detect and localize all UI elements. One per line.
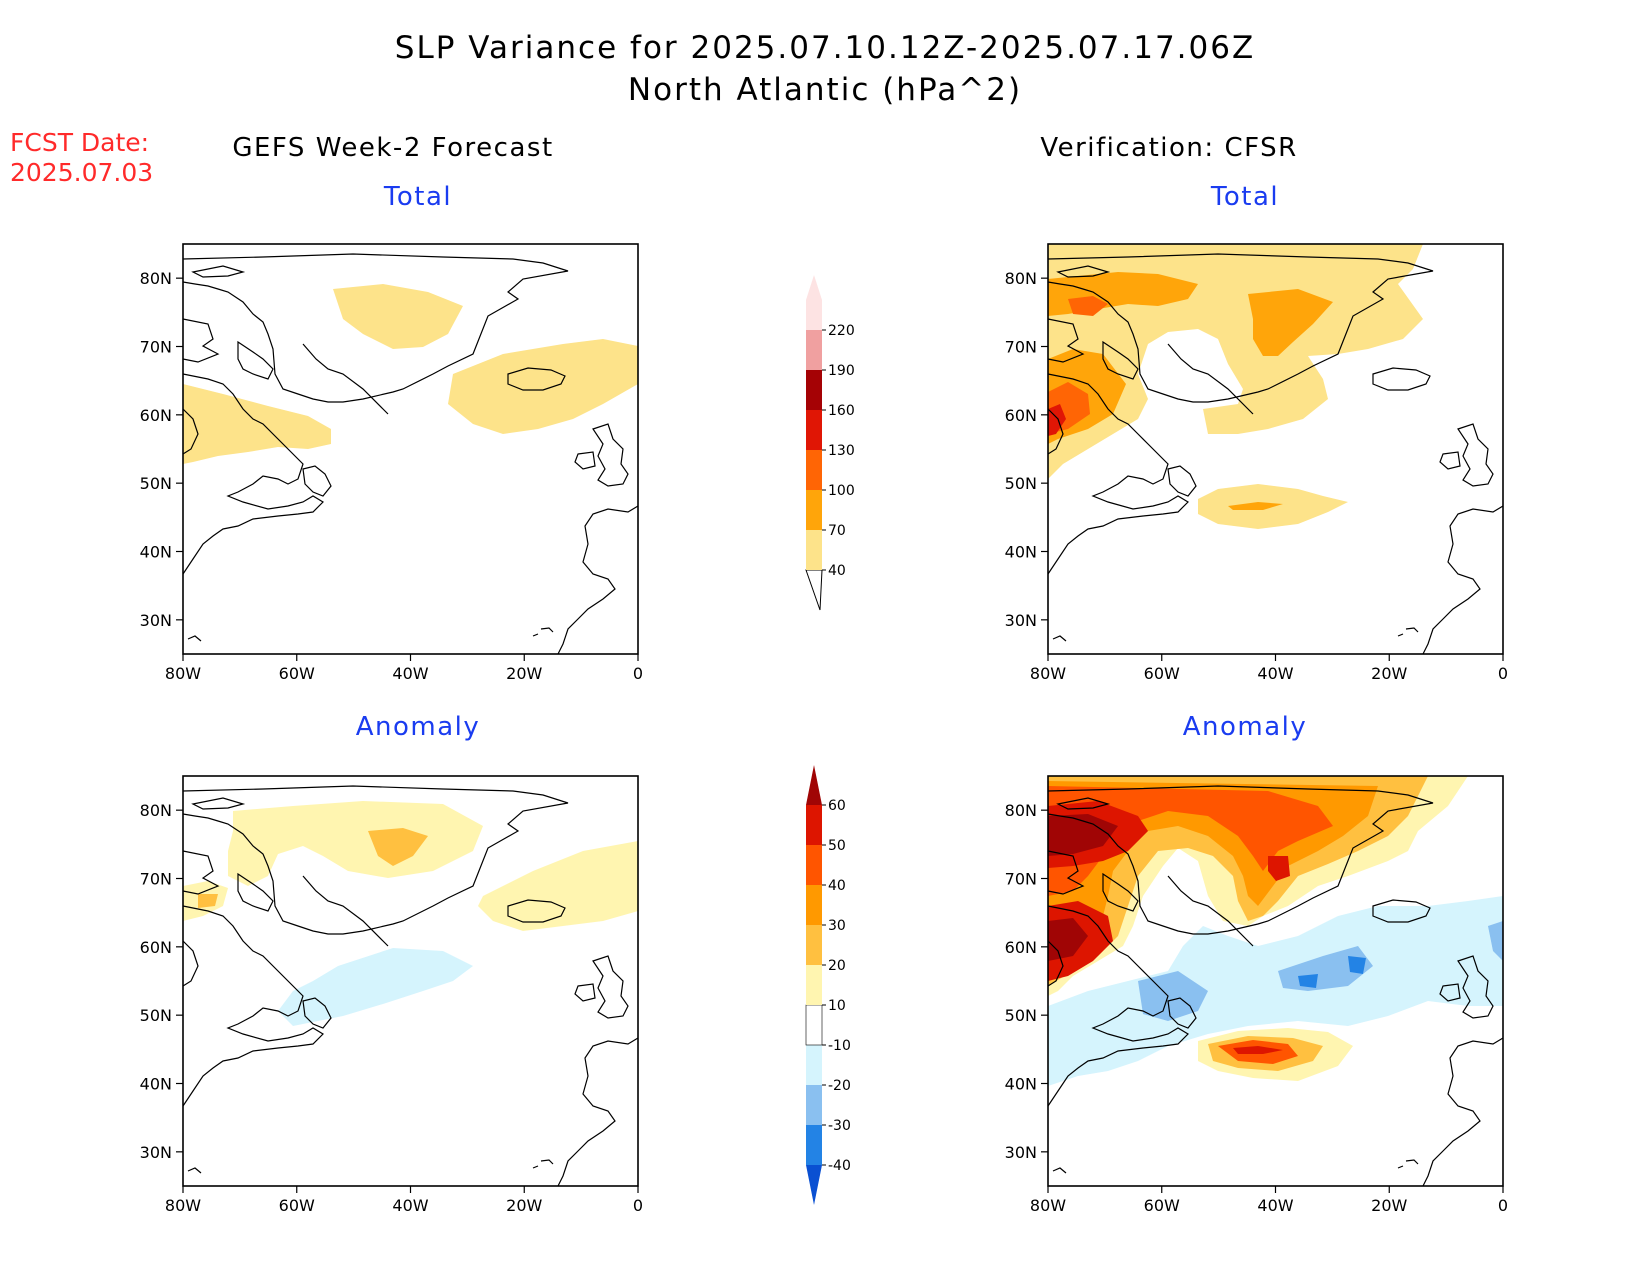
lon-tick-label: 20W xyxy=(1371,664,1407,683)
lat-tick-label: 40N xyxy=(140,1075,172,1094)
lon-tick-label: 40W xyxy=(392,1196,428,1215)
colorbar-swatch xyxy=(806,450,822,490)
lat-tick-label: 40N xyxy=(140,543,172,562)
lon-tick-label: 20W xyxy=(1371,1196,1407,1215)
colorbar-swatch xyxy=(806,330,822,370)
colorbar-tick-label: -30 xyxy=(828,1118,851,1134)
colorbar-tick-label: 40 xyxy=(828,878,846,894)
colorbar-swatch xyxy=(806,925,822,965)
lon-tick-label: 60W xyxy=(279,664,315,683)
lon-tick-label: 20W xyxy=(506,664,542,683)
colorbar-upper-arrow xyxy=(806,765,822,805)
main-title: SLP Variance for 2025.07.10.12Z-2025.07.… xyxy=(394,30,1256,66)
colorbar-tick-label: 20 xyxy=(828,958,846,974)
colorbar-tick-label: 190 xyxy=(828,363,855,379)
lat-tick-label: 60N xyxy=(1005,406,1037,425)
verification-column-title: Verification: CFSR xyxy=(1040,133,1298,163)
fcst-label: FCST Date: xyxy=(10,128,150,157)
colorbar-swatch xyxy=(806,275,822,330)
verification-total-map xyxy=(1047,243,1504,655)
lat-tick-label: 80N xyxy=(1005,269,1037,288)
colorbar-tick-label: -40 xyxy=(828,1158,851,1174)
colorbar-swatch xyxy=(805,1004,823,1046)
lon-tick-label: 80W xyxy=(1030,1196,1066,1215)
fcst-date: 2025.07.03 xyxy=(10,158,154,187)
lat-tick-label: 40N xyxy=(1005,543,1037,562)
lon-tick-label: 60W xyxy=(1144,1196,1180,1215)
anomaly-colorbar: -40 -30 -20 -10 10 20 30 40 50 60 xyxy=(805,765,851,1205)
lon-tick-label: 80W xyxy=(1030,664,1066,683)
lon-tick-label: 40W xyxy=(1257,1196,1293,1215)
lat-tick-label: 50N xyxy=(140,1006,172,1025)
lat-tick-label: 60N xyxy=(140,406,172,425)
lon-tick-label: 60W xyxy=(279,1196,315,1215)
lat-tick-label: 50N xyxy=(1005,1006,1037,1025)
forecast-total-label: Total xyxy=(383,182,453,212)
lon-tick-label: 20W xyxy=(506,1196,542,1215)
colorbar-tick-label: 100 xyxy=(828,483,855,499)
forecast-total-map xyxy=(182,243,639,655)
lat-tick-label: 70N xyxy=(1005,870,1037,889)
colorbar-tick-label: 40 xyxy=(828,563,846,579)
lon-tick-label: 40W xyxy=(392,664,428,683)
colorbar-lower-arrow xyxy=(806,1165,822,1205)
forecast-column-title: GEFS Week-2 Forecast xyxy=(232,133,554,163)
colorbar-tick-label: 60 xyxy=(828,798,846,814)
lat-tick-label: 50N xyxy=(1005,474,1037,493)
lon-tick-label: 0 xyxy=(633,664,643,683)
forecast-anomaly-label: Anomaly xyxy=(355,712,481,742)
colorbar-swatch xyxy=(806,1125,822,1165)
lat-tick-label: 30N xyxy=(140,1143,172,1162)
lon-tick-label: 0 xyxy=(1498,664,1508,683)
colorbar-tick-label: 70 xyxy=(828,523,846,539)
colorbar-swatch xyxy=(806,885,822,925)
colorbar-tick-label: -20 xyxy=(828,1078,851,1094)
lat-tick-label: 60N xyxy=(1005,938,1037,957)
lat-tick-label: 80N xyxy=(1005,801,1037,820)
colorbar-swatch xyxy=(806,1085,822,1125)
lon-tick-label: 80W xyxy=(165,1196,201,1215)
lat-tick-label: 70N xyxy=(1005,338,1037,357)
lon-tick-label: 60W xyxy=(1144,664,1180,683)
colorbar-tick-label: 220 xyxy=(828,323,855,339)
colorbar-tick-label: 160 xyxy=(828,403,855,419)
lat-tick-label: 70N xyxy=(140,338,172,357)
verification-anomaly-map xyxy=(1047,775,1504,1187)
colorbar-swatch xyxy=(806,965,822,1005)
lat-tick-label: 80N xyxy=(140,269,172,288)
lat-tick-label: 30N xyxy=(1005,611,1037,630)
lon-tick-label: 40W xyxy=(1257,664,1293,683)
colorbar-lower-extension xyxy=(805,569,823,611)
lat-tick-label: 80N xyxy=(140,801,172,820)
lon-tick-label: 0 xyxy=(1498,1196,1508,1215)
colorbar-swatch xyxy=(806,1045,822,1085)
colorbar-tick-label: 30 xyxy=(828,918,846,934)
colorbar-tick-label: -10 xyxy=(828,1038,851,1054)
lat-tick-label: 50N xyxy=(140,474,172,493)
colorbar-tick-label: 50 xyxy=(828,838,846,854)
colorbar-swatch xyxy=(806,370,822,410)
lon-tick-label: 80W xyxy=(165,664,201,683)
lat-tick-label: 40N xyxy=(1005,1075,1037,1094)
main-subtitle: North Atlantic (hPa^2) xyxy=(627,72,1023,108)
lat-tick-label: 60N xyxy=(140,938,172,957)
verification-anomaly-label: Anomaly xyxy=(1182,712,1308,742)
lat-tick-label: 30N xyxy=(140,611,172,630)
colorbar-swatch xyxy=(806,530,822,570)
forecast-anomaly-map xyxy=(182,775,639,1187)
lat-tick-label: 70N xyxy=(140,870,172,889)
colorbar-tick-label: 130 xyxy=(828,443,855,459)
verification-total-label: Total xyxy=(1210,182,1280,212)
colorbar-tick-label: 10 xyxy=(828,998,846,1014)
axes-layer: 80N 70N 60N 50N 40N 30N 80W 60W 40W 20W 0 80N 70N 60N… xyxy=(140,269,1508,1215)
colorbar-swatch xyxy=(806,490,822,530)
lat-tick-label: 30N xyxy=(1005,1143,1037,1162)
total-colorbar: 40 70 100 130 160 190 220 xyxy=(805,275,855,611)
colorbar-swatch xyxy=(806,410,822,450)
colorbar-swatch xyxy=(806,805,822,845)
lon-tick-label: 0 xyxy=(633,1196,643,1215)
colorbar-swatch xyxy=(806,845,822,885)
